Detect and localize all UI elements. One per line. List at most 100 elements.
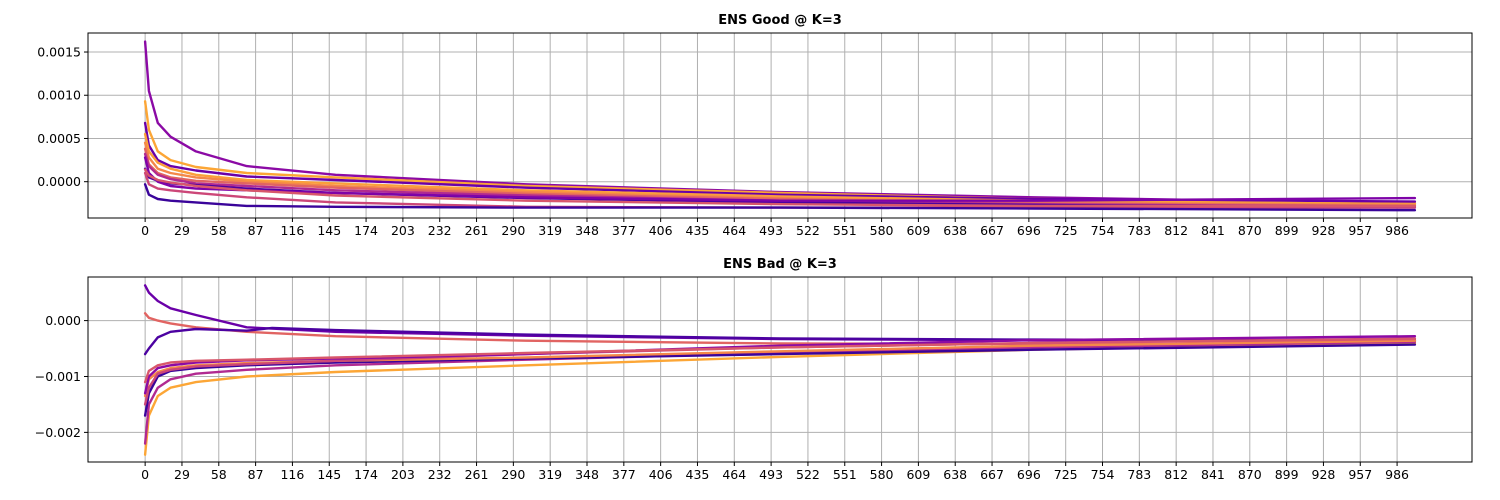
series-line-6 [143, 343, 1417, 417]
y-tick-label: 0.0010 [37, 88, 81, 103]
x-tick-label: 116 [280, 223, 304, 238]
y-tick-label: 0.0000 [37, 174, 81, 189]
series-line-7 [143, 339, 1417, 398]
chart-title: ENS Bad @ K=3 [723, 257, 837, 272]
x-tick-label: 580 [870, 223, 894, 238]
grid [88, 277, 1472, 462]
x-tick-label: 319 [538, 467, 562, 482]
series-line-10 [143, 183, 1417, 212]
x-tick-label: 116 [280, 467, 304, 482]
x-tick-label: 290 [501, 467, 525, 482]
x-tick-label: 870 [1238, 223, 1262, 238]
x-tick-label: 522 [796, 223, 820, 238]
x-tick-label: 145 [317, 467, 341, 482]
y-tick-label: 0.000 [45, 313, 81, 328]
series-line-12 [143, 168, 1417, 208]
x-tick-label: 29 [174, 467, 190, 482]
axes-frame [87, 32, 1473, 219]
x-tick-label: 725 [1054, 223, 1078, 238]
series-line-4 [143, 341, 1417, 456]
series-group [143, 40, 1417, 212]
x-tick-label: 261 [465, 223, 489, 238]
y-tick-label: 0.0005 [37, 131, 81, 146]
x-tick-label: 87 [248, 223, 264, 238]
x-tick-label: 696 [1017, 467, 1041, 482]
x-tick-label: 290 [501, 223, 525, 238]
x-tick-label: 580 [870, 467, 894, 482]
x-tick-label: 348 [575, 223, 599, 238]
x-tick-label: 841 [1201, 223, 1225, 238]
axes-frame [87, 276, 1473, 463]
x-tick-label: 406 [649, 223, 673, 238]
x-tick-label: 754 [1091, 223, 1115, 238]
chart-title: ENS Good @ K=3 [718, 13, 842, 28]
x-axis: 0 29 58 87 116 145 174 203 232 261 290 319 348 377 406… [141, 218, 1409, 238]
x-tick-label: 377 [612, 467, 636, 482]
series-line-10 [143, 337, 1417, 384]
x-tick-label: 87 [248, 467, 264, 482]
x-tick-label: 783 [1127, 467, 1151, 482]
y-tick-label: −0.002 [35, 425, 81, 440]
x-tick-label: 899 [1275, 467, 1299, 482]
series-line-4 [143, 132, 1417, 206]
x-tick-label: 174 [354, 467, 378, 482]
chart-ens-bad: ENS Bad @ K=3 0 29 58 87 116 145 174 203 232 261 2… [35, 257, 1473, 482]
x-tick-label: 986 [1385, 223, 1409, 238]
x-tick-label: 928 [1312, 467, 1336, 482]
x-tick-label: 493 [759, 223, 783, 238]
x-tick-label: 957 [1348, 467, 1372, 482]
x-tick-label: 464 [722, 223, 746, 238]
x-tick-label: 957 [1348, 223, 1372, 238]
x-tick-label: 870 [1238, 467, 1262, 482]
x-tick-label: 928 [1312, 223, 1336, 238]
x-tick-label: 406 [649, 467, 673, 482]
x-tick-label: 0 [141, 223, 149, 238]
x-tick-label: 899 [1275, 223, 1299, 238]
x-tick-label: 232 [428, 467, 452, 482]
x-tick-label: 203 [391, 467, 415, 482]
x-tick-label: 551 [833, 467, 857, 482]
x-tick-label: 522 [796, 467, 820, 482]
x-tick-label: 203 [391, 223, 415, 238]
y-axis: 0.0015 0.0010 0.0005 0.0000 [37, 45, 88, 189]
chart-ens-good: ENS Good @ K=3 0 29 58 87 116 145 174 203 232 261… [37, 13, 1473, 238]
x-tick-label: 986 [1385, 467, 1409, 482]
x-tick-label: 0 [141, 467, 149, 482]
x-axis: 0 29 58 87 116 145 174 203 232 261 290 319 348 377 406… [141, 462, 1409, 482]
x-tick-label: 58 [211, 467, 227, 482]
series-line-5 [143, 340, 1417, 445]
x-tick-label: 29 [174, 223, 190, 238]
y-axis: 0.000 −0.001 −0.002 [35, 313, 88, 440]
x-tick-label: 696 [1017, 223, 1041, 238]
x-tick-label: 58 [211, 223, 227, 238]
x-tick-label: 319 [538, 223, 562, 238]
x-tick-label: 145 [317, 223, 341, 238]
x-tick-label: 261 [465, 467, 489, 482]
x-tick-label: 725 [1054, 467, 1078, 482]
y-tick-label: −0.001 [35, 369, 81, 384]
x-tick-label: 464 [722, 467, 746, 482]
series-line-3 [143, 326, 1417, 356]
x-tick-label: 435 [686, 467, 710, 482]
x-tick-label: 377 [612, 223, 636, 238]
y-tick-label: 0.0015 [37, 45, 81, 60]
series-line-1 [143, 284, 1417, 342]
x-tick-label: 435 [686, 223, 710, 238]
x-tick-label: 638 [943, 467, 967, 482]
x-tick-label: 812 [1164, 467, 1188, 482]
x-tick-label: 812 [1164, 223, 1188, 238]
x-tick-label: 754 [1091, 467, 1115, 482]
x-tick-label: 638 [943, 223, 967, 238]
x-tick-label: 667 [980, 223, 1004, 238]
x-tick-label: 551 [833, 223, 857, 238]
x-tick-label: 609 [906, 223, 930, 238]
x-tick-label: 783 [1127, 223, 1151, 238]
x-tick-label: 232 [428, 223, 452, 238]
x-tick-label: 174 [354, 223, 378, 238]
x-tick-label: 493 [759, 467, 783, 482]
x-tick-label: 841 [1201, 467, 1225, 482]
series-group [143, 284, 1417, 456]
x-tick-label: 609 [906, 467, 930, 482]
x-tick-label: 348 [575, 467, 599, 482]
